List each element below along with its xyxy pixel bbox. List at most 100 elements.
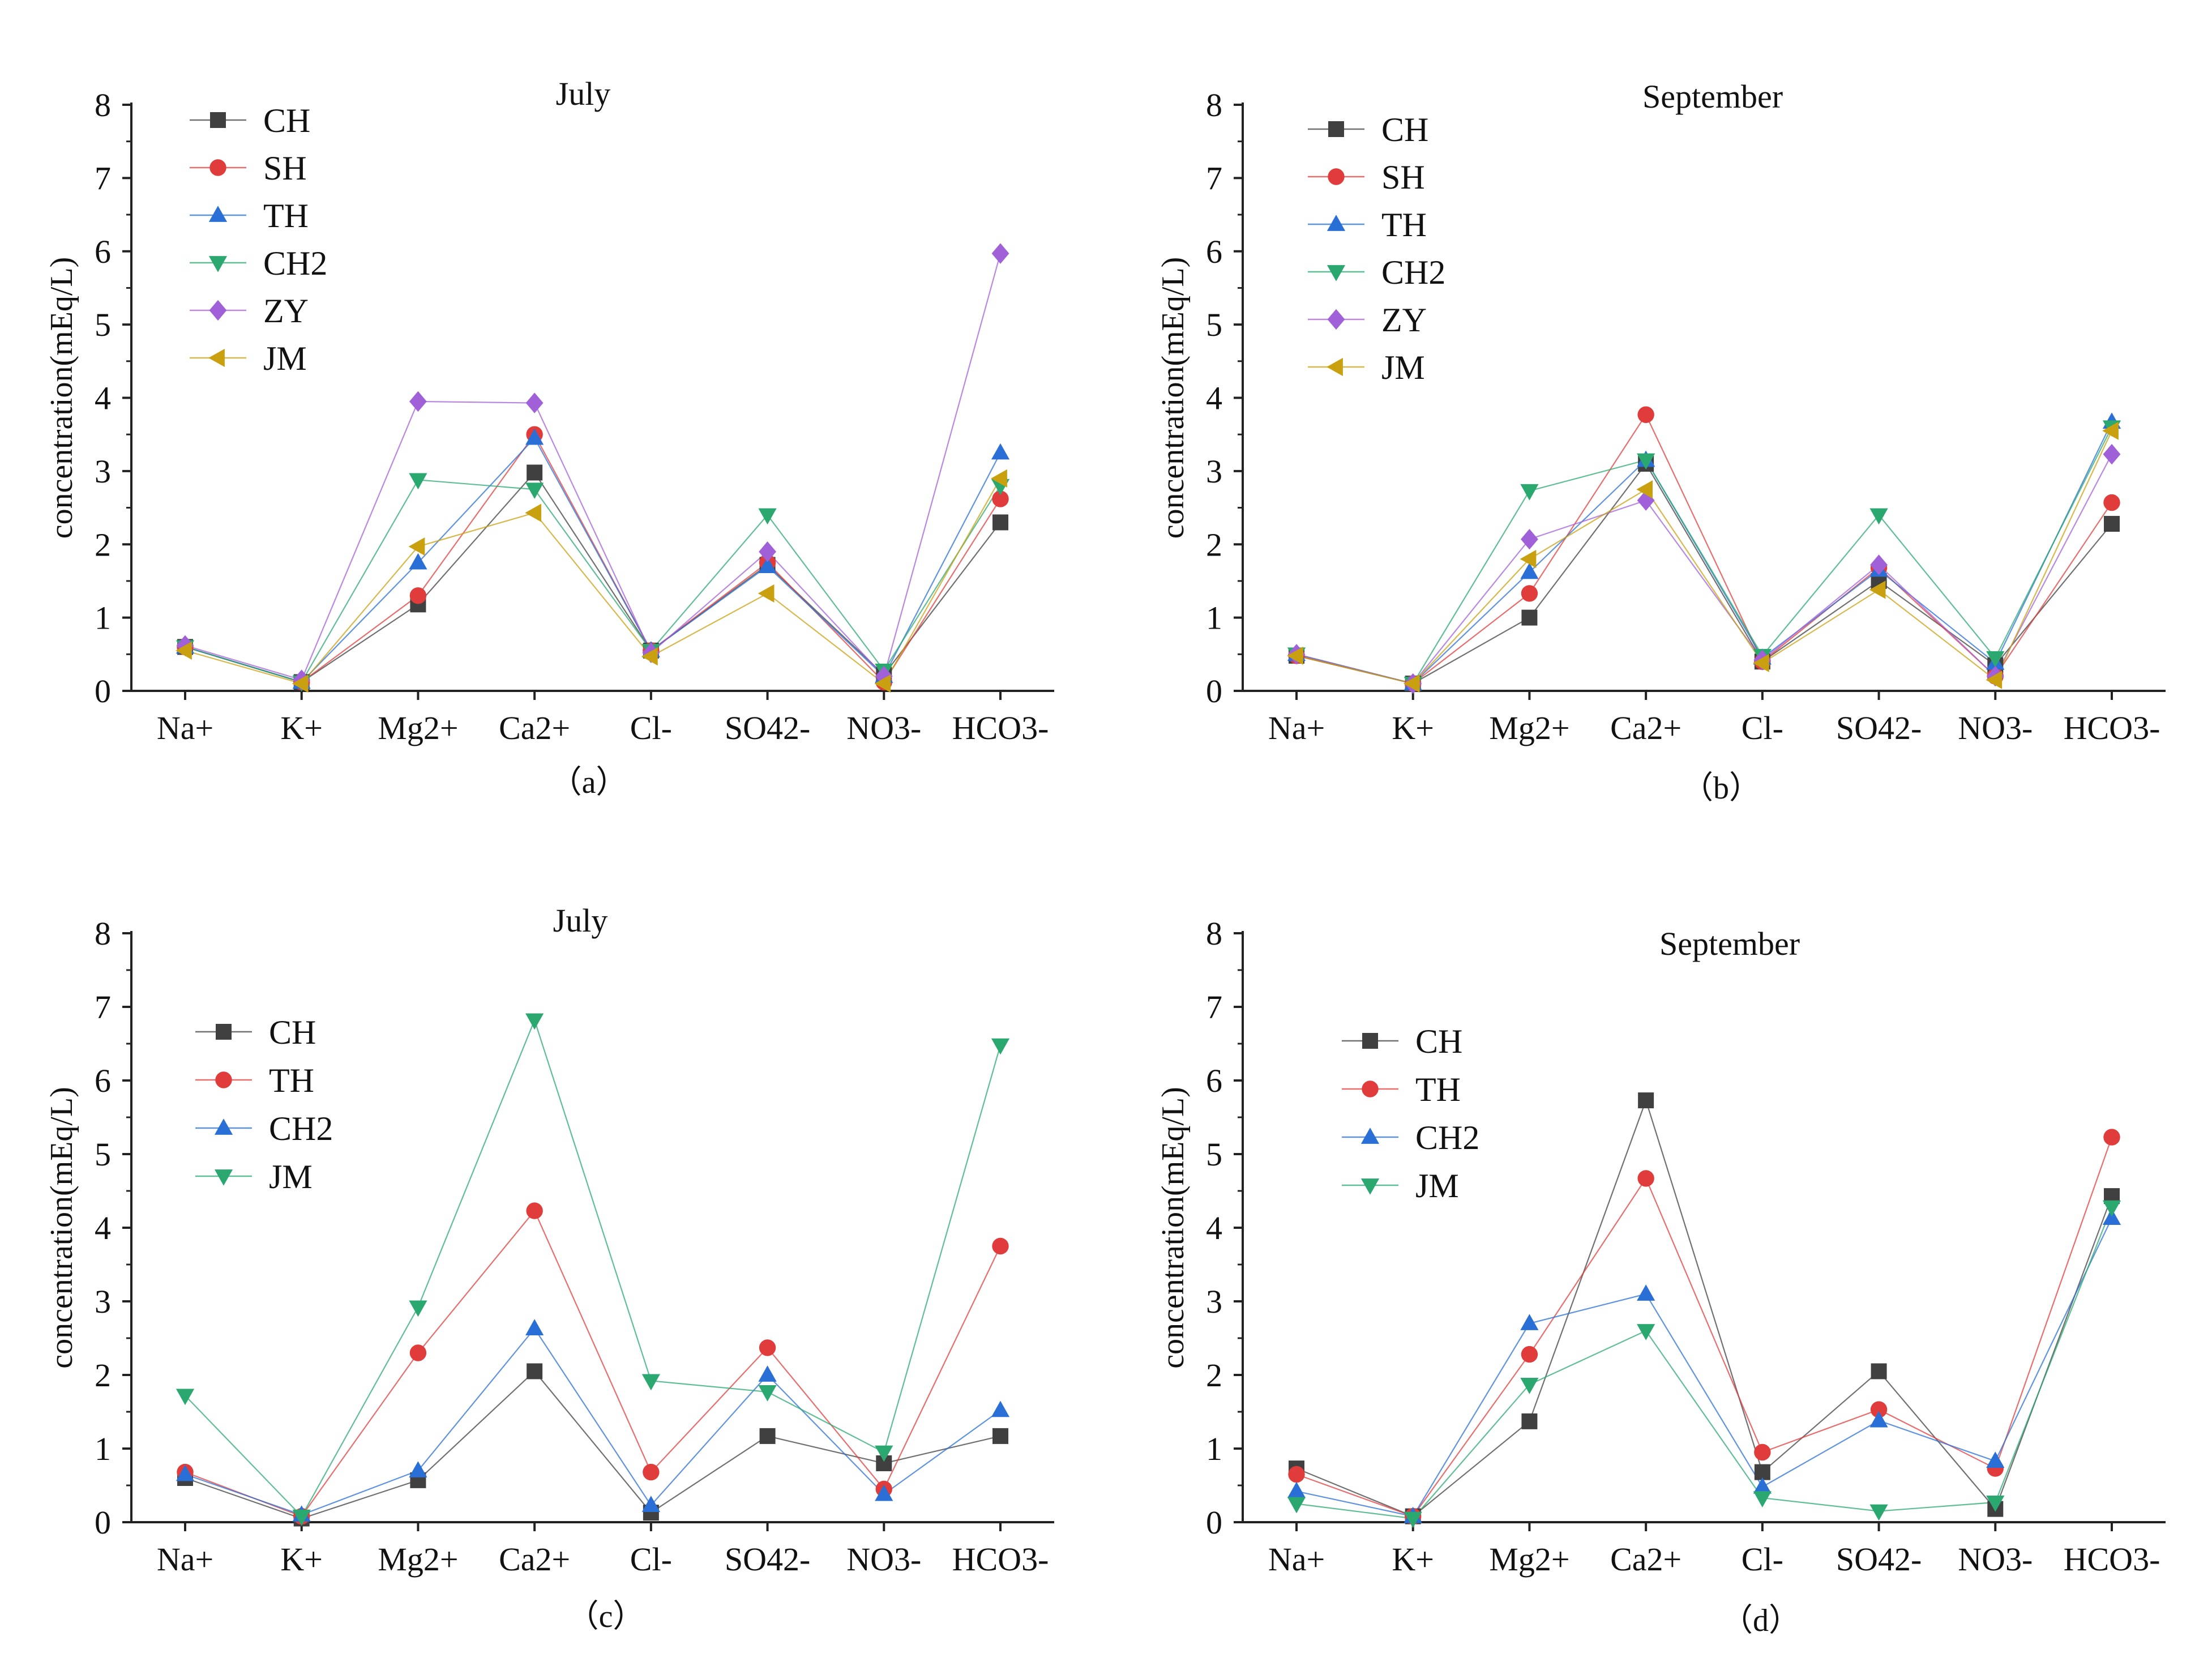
data-point-ch2 — [409, 473, 427, 490]
data-point-ch2 — [525, 1319, 544, 1335]
x-tick-label: Mg2+ — [1489, 710, 1569, 746]
data-point-ch2 — [641, 1496, 660, 1512]
series-line-ch — [1296, 1098, 2113, 1517]
x-tick-label: Na+ — [1268, 710, 1325, 746]
data-point-ch — [2104, 516, 2120, 532]
data-point-ch — [992, 514, 1008, 531]
data-point-ch2 — [1986, 651, 2005, 668]
data-point-th — [992, 1237, 1009, 1255]
data-point-zy — [525, 392, 544, 413]
legend-label: SH — [263, 150, 307, 187]
chart-panel-b: 0 1 2 3 4 5 6 7 8 Na+ K+ Mg2+ Ca2+ Cl- SO42- NO3- HCO3- c… — [1156, 78, 2166, 806]
chart-title: September — [1659, 925, 1800, 962]
y-tick-label: 7 — [95, 989, 111, 1026]
data-point-th — [409, 553, 427, 570]
y-tick-label: 8 — [95, 87, 111, 123]
data-point-zy — [759, 541, 776, 562]
data-point-zy — [409, 391, 427, 412]
y-tick-label: 8 — [1206, 87, 1222, 123]
data-point-ch2 — [1637, 1284, 1655, 1301]
x-tick-label: SO42- — [1836, 1541, 1922, 1578]
data-point-jm — [1637, 1324, 1655, 1340]
x-tick-label: Cl- — [1742, 1541, 1783, 1578]
x-tick-label: Mg2+ — [378, 710, 458, 746]
data-point-jm — [1287, 1497, 1306, 1514]
data-point-ch — [992, 1428, 1008, 1444]
legend: CH SH TH CH2 ZY JM — [1308, 111, 1445, 386]
data-point-th — [1521, 1346, 1538, 1363]
legend-marker-ch — [1362, 1033, 1378, 1049]
legend-label: CH2 — [1415, 1119, 1479, 1156]
y-axis-label: concentration(mEq/L) — [44, 1087, 79, 1369]
legend-marker-sh — [1328, 168, 1345, 185]
x-tick-label: Ca2+ — [499, 1541, 570, 1578]
data-point-jm — [176, 1389, 195, 1406]
x-tick-label: K+ — [280, 1541, 323, 1578]
legend-marker-ch2 — [1327, 265, 1346, 281]
data-point-jm — [1753, 1491, 1772, 1507]
data-point-jm — [1869, 1504, 1888, 1521]
legend-label: CH — [263, 102, 310, 139]
data-point-jm — [1403, 674, 1420, 693]
y-tick-label: 6 — [1206, 233, 1222, 270]
data-point-th — [409, 1344, 427, 1361]
data-point-jm — [1986, 670, 2003, 689]
data-point-jm — [1404, 1511, 1422, 1528]
data-point-th — [991, 443, 1010, 460]
y-axis-label: concentration(mEq/L) — [1156, 1087, 1191, 1369]
data-point-sh — [1521, 585, 1538, 602]
legend-marker-ch — [216, 1024, 232, 1040]
series-line-ch — [185, 471, 1001, 683]
x-tick-label: HCO3- — [952, 1541, 1049, 1578]
data-point-sh — [1637, 406, 1654, 423]
series-line-th — [185, 437, 1001, 683]
data-point-th — [1637, 1170, 1654, 1187]
series-line-ch2 — [1296, 1218, 2112, 1517]
chart-title: September — [1642, 78, 1783, 115]
data-point-ch2 — [525, 482, 544, 499]
data-point-ch2 — [1753, 1477, 1772, 1494]
series-line-ch — [1296, 462, 2112, 685]
y-tick-label: 0 — [95, 673, 111, 710]
data-point-jm — [758, 1385, 777, 1402]
legend-label: TH — [1415, 1071, 1461, 1108]
panel-label: （c） — [567, 1599, 645, 1634]
data-point-ch — [1521, 1413, 1538, 1429]
data-point-ch2 — [2102, 1208, 2121, 1225]
data-point-ch2 — [1986, 1451, 2005, 1468]
legend: CH TH CH2 JM — [195, 1014, 333, 1195]
data-point-th — [525, 428, 544, 445]
data-point-sh — [409, 587, 427, 604]
legend-marker-th — [1362, 1080, 1379, 1097]
data-point-ch2 — [176, 1464, 195, 1481]
data-point-ch2 — [758, 508, 777, 525]
data-point-th — [759, 1339, 776, 1356]
y-tick-label: 6 — [1206, 1062, 1222, 1099]
legend-marker-jm — [208, 348, 225, 368]
legend-marker-jm — [214, 1169, 233, 1186]
y-tick-label: 4 — [1206, 1210, 1222, 1246]
data-point-th — [1288, 1466, 1305, 1483]
x-tick-label: Ca2+ — [1610, 710, 1682, 746]
series-line-jm — [185, 478, 1001, 685]
data-point-ch2 — [758, 1365, 777, 1382]
series-line-jm — [1296, 1207, 2113, 1519]
data-point-zy — [991, 243, 1009, 264]
data-point-ch2 — [1287, 1481, 1306, 1498]
legend-marker-ch — [1328, 121, 1344, 137]
y-tick-label: 2 — [95, 1357, 111, 1394]
series-line-ch2 — [1296, 426, 2112, 685]
x-tick-label: SO42- — [725, 710, 810, 746]
y-tick-label: 5 — [1206, 306, 1222, 343]
chart-panel-d: 0 1 2 3 4 5 6 7 8 Na+ K+ Mg2+ Ca2+ Cl- SO42- NO3- HCO3- c… — [1156, 915, 2166, 1638]
y-tick-label: 6 — [95, 1062, 111, 1099]
legend-label: TH — [1381, 206, 1427, 244]
data-point-jm — [409, 1300, 427, 1317]
x-tick-label: Cl- — [630, 1541, 672, 1578]
legend-label: SH — [1381, 159, 1425, 196]
x-tick-label: Cl- — [1742, 710, 1783, 746]
data-point-jm — [874, 674, 891, 693]
data-point-jm — [525, 1013, 544, 1030]
y-tick-label: 5 — [95, 306, 111, 343]
